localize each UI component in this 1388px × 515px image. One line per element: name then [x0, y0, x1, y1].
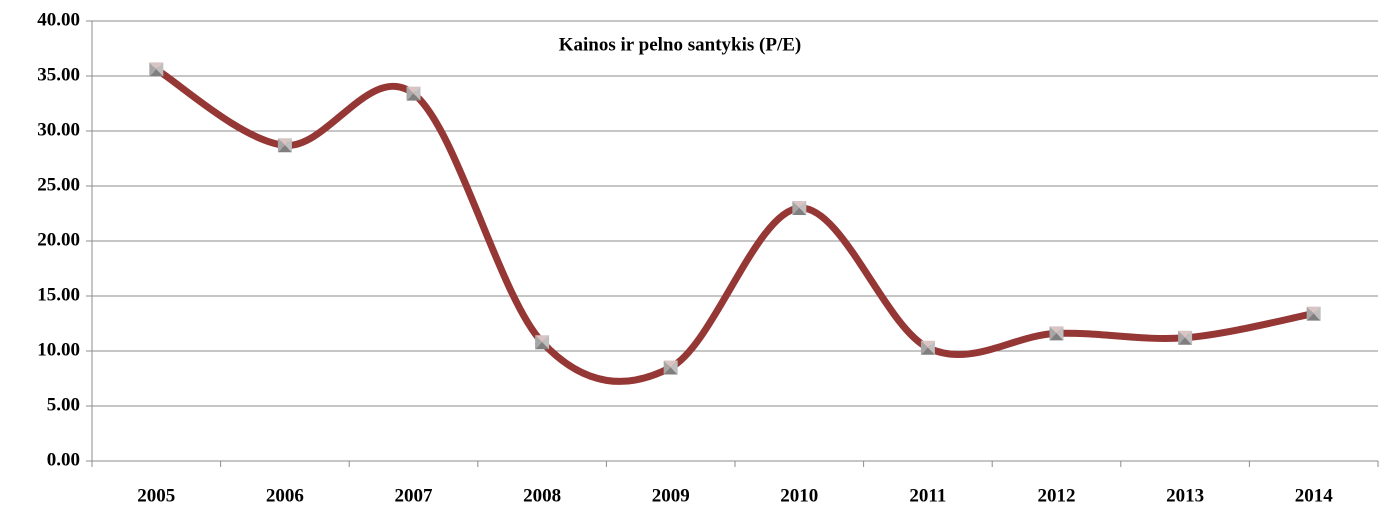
- marker: [277, 138, 292, 153]
- x-tick-label: 2014: [1295, 485, 1334, 506]
- marker: [1049, 326, 1064, 341]
- x-tick-label: 2011: [909, 485, 946, 506]
- y-tick-label: 0.00: [47, 449, 80, 470]
- y-tick-label: 40.00: [37, 9, 80, 30]
- chart-title: Kainos ir pelno santykis (P/E): [559, 34, 801, 55]
- y-tick-label: 25.00: [37, 174, 80, 195]
- x-tick-label: 2008: [523, 485, 561, 506]
- y-tick-label: 10.00: [37, 339, 80, 360]
- x-tick-label: 2013: [1166, 485, 1204, 506]
- x-tick-label: 2009: [652, 485, 690, 506]
- marker: [406, 86, 421, 101]
- marker: [1306, 306, 1321, 321]
- x-tick-label: 2007: [395, 485, 434, 506]
- marker: [663, 360, 678, 375]
- y-tick-label: 20.00: [37, 229, 80, 250]
- marker: [920, 340, 935, 355]
- x-tick-label: 2010: [780, 485, 818, 506]
- x-tick-label: 2005: [137, 485, 175, 506]
- marker: [535, 335, 550, 350]
- marker: [792, 201, 807, 215]
- x-tick-label: 2006: [266, 485, 304, 506]
- y-tick-label: 5.00: [47, 394, 80, 415]
- x-tick-label: 2012: [1038, 485, 1076, 506]
- y-tick-label: 15.00: [37, 284, 80, 305]
- line: [152, 65, 1318, 385]
- y-tick-label: 30.00: [37, 119, 80, 140]
- marker: [149, 62, 164, 77]
- y-tick-label: 35.00: [37, 64, 80, 85]
- marker: [1178, 330, 1193, 345]
